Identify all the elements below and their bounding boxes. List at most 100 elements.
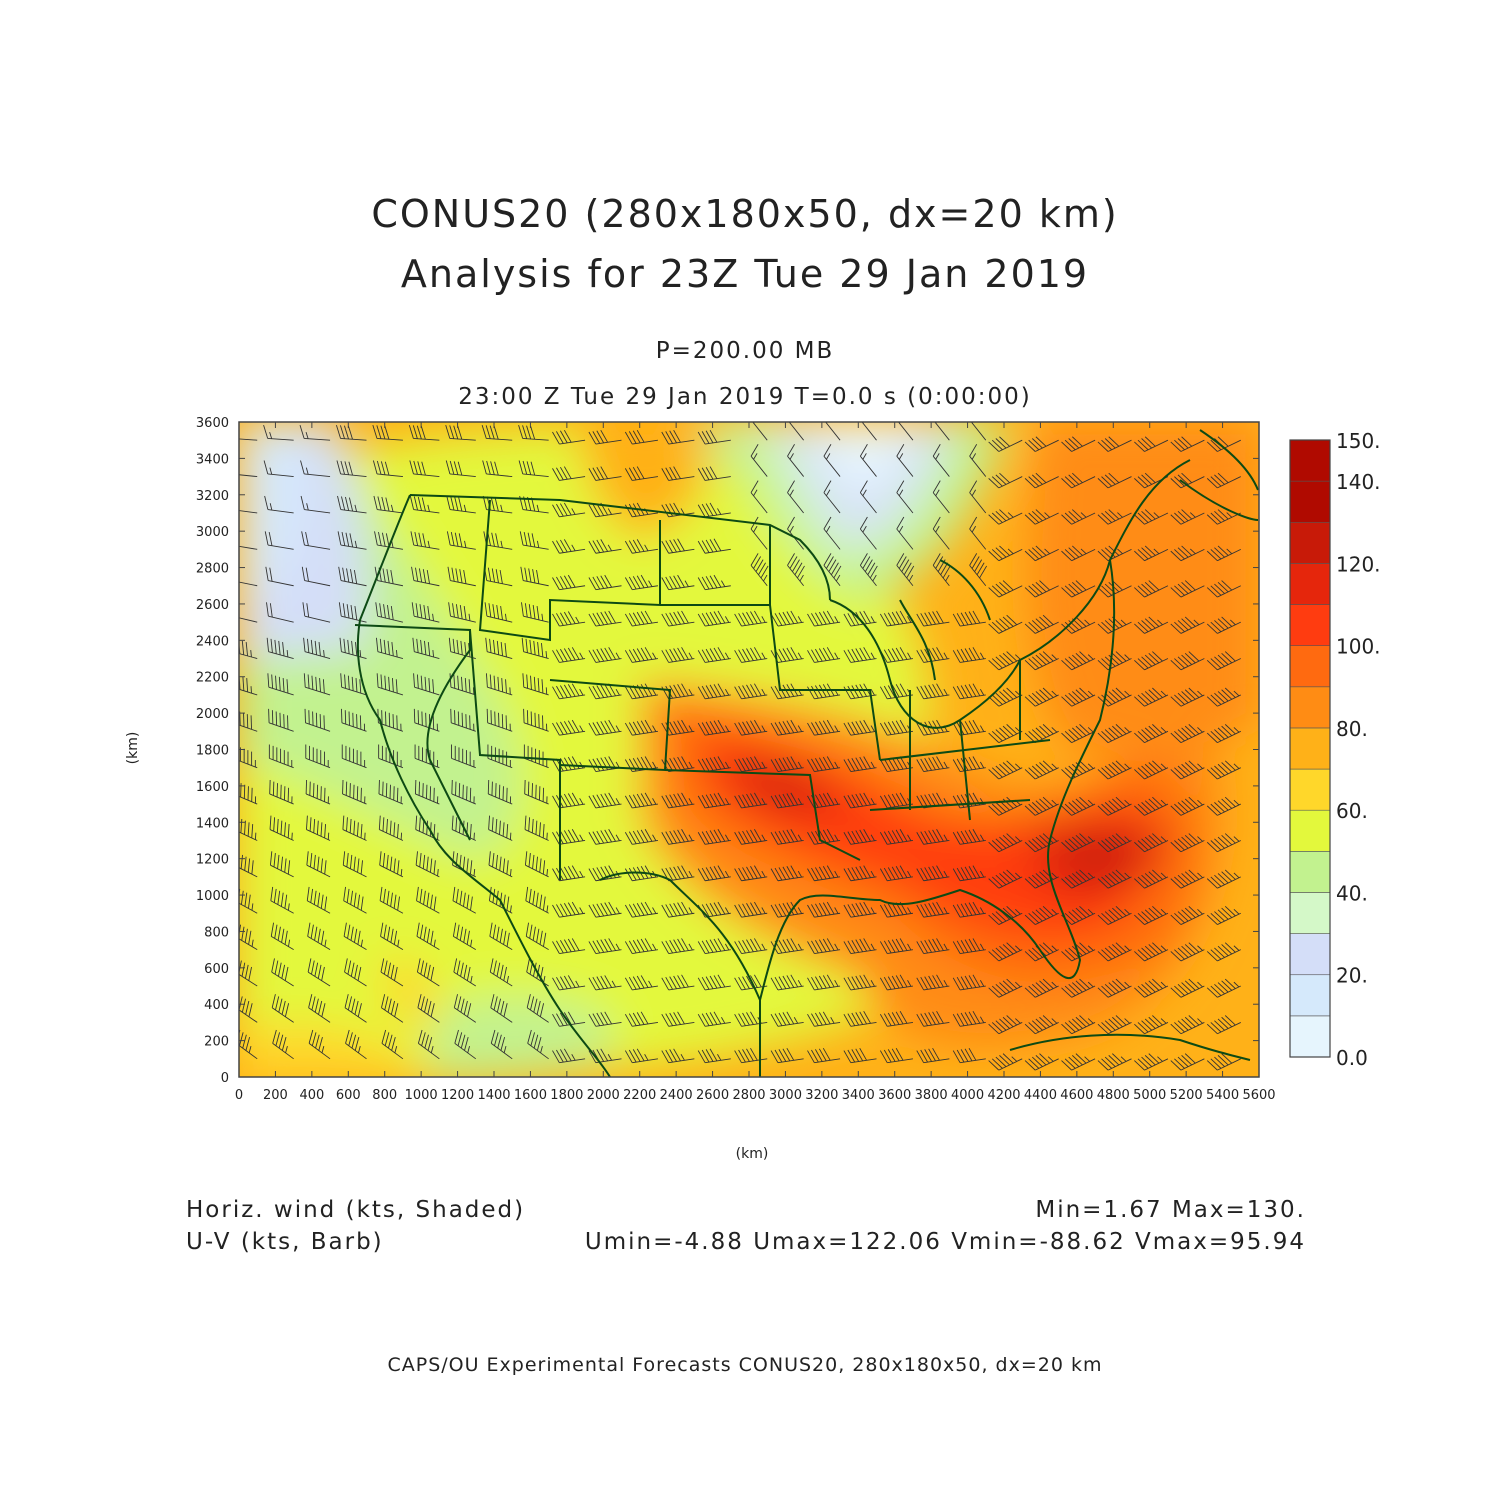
wind-barb bbox=[823, 553, 842, 587]
wind-barb bbox=[1097, 906, 1132, 925]
wind-barb bbox=[411, 602, 440, 623]
wind-barb bbox=[1024, 614, 1059, 634]
y-tick-label: 200 bbox=[204, 1035, 229, 1050]
wind-barb bbox=[1134, 580, 1169, 598]
wind-barb bbox=[239, 545, 258, 550]
wind-barb bbox=[988, 436, 1023, 452]
wind-barb bbox=[588, 539, 622, 554]
y-tick-label: 2400 bbox=[196, 634, 229, 649]
wind-barb bbox=[552, 574, 586, 591]
wind-barb bbox=[450, 708, 476, 732]
wind-barb bbox=[697, 865, 731, 882]
wind-barb bbox=[372, 460, 403, 478]
wind-barb bbox=[239, 675, 258, 696]
wind-barb bbox=[1170, 1015, 1205, 1035]
wind-barb bbox=[624, 466, 658, 481]
wind-barb bbox=[525, 922, 549, 951]
wind-barb bbox=[1061, 436, 1096, 452]
wind-barb bbox=[624, 829, 658, 845]
wind-barb bbox=[916, 610, 950, 627]
wind-barb bbox=[661, 466, 695, 481]
wind-barb bbox=[1134, 545, 1169, 562]
wind-barb bbox=[1170, 906, 1205, 925]
colorbar-band bbox=[1289, 809, 1331, 852]
wind-barb bbox=[952, 974, 986, 991]
wind-barb bbox=[788, 422, 804, 441]
wind-barb bbox=[823, 443, 841, 477]
wind-barb bbox=[916, 1047, 950, 1064]
wind-barb bbox=[843, 756, 877, 773]
wind-barb bbox=[697, 756, 731, 773]
wind-barb bbox=[552, 1048, 586, 1064]
x-axis: 0 200 400 600 800 1000 1200 1400 1600 1800 2000 220… bbox=[235, 422, 1276, 1103]
wind-barb bbox=[807, 792, 841, 809]
x-tick-label: 2600 bbox=[696, 1088, 729, 1103]
wind-barb bbox=[447, 566, 476, 587]
wind-barb bbox=[1024, 833, 1059, 853]
wind-barb bbox=[303, 673, 331, 696]
wind-barb bbox=[588, 429, 622, 445]
wind-barb bbox=[272, 1029, 294, 1060]
wind-barb bbox=[378, 780, 404, 805]
wind-barb bbox=[879, 1010, 913, 1027]
wind-barb bbox=[1170, 436, 1205, 452]
wind-barb bbox=[552, 683, 586, 700]
chart-title: CONUS20 (280x180x50, dx=20 km) bbox=[371, 192, 1119, 236]
wind-barb bbox=[988, 942, 1023, 962]
wind-barb bbox=[1170, 651, 1205, 671]
wind-barb bbox=[1206, 942, 1241, 962]
wind-barb bbox=[988, 509, 1023, 525]
speed-stats: Min=1.67 Max=130. bbox=[1035, 1197, 1306, 1223]
wind-barb bbox=[624, 574, 658, 591]
x-tick-label: 1600 bbox=[514, 1088, 547, 1103]
wind-barb bbox=[697, 429, 731, 445]
wind-barb bbox=[879, 792, 913, 809]
wind-barb bbox=[239, 818, 258, 841]
wind-barb bbox=[307, 922, 331, 951]
wind-barb bbox=[934, 422, 950, 441]
wind-barb bbox=[843, 901, 877, 918]
wind-barb bbox=[342, 815, 367, 841]
wind-barb bbox=[552, 1011, 586, 1027]
wind-barb bbox=[988, 687, 1023, 707]
wind-barb bbox=[952, 1047, 986, 1064]
wind-barb bbox=[734, 610, 768, 627]
wind-barb bbox=[896, 480, 914, 514]
wind-barb bbox=[375, 602, 404, 623]
wind-barb bbox=[1061, 580, 1096, 598]
wind-barb bbox=[1097, 436, 1132, 452]
wind-barb bbox=[264, 531, 294, 550]
wind-barb bbox=[897, 422, 914, 441]
wind-barb bbox=[1206, 580, 1241, 598]
wind-barb bbox=[1024, 580, 1059, 598]
wind-barb bbox=[787, 480, 804, 514]
wind-barb bbox=[1134, 833, 1169, 853]
wind-barb bbox=[410, 531, 440, 550]
wind-barb bbox=[525, 886, 549, 914]
wind-barb bbox=[988, 1053, 1023, 1071]
y-tick-label: 400 bbox=[204, 998, 229, 1013]
wind-barb bbox=[1061, 869, 1096, 889]
wind-barb bbox=[952, 647, 986, 663]
wind-barb bbox=[1134, 978, 1169, 998]
wind-barb bbox=[521, 637, 549, 659]
wind-barbs bbox=[239, 422, 1241, 1071]
wind-barb bbox=[843, 647, 877, 663]
wind-barb bbox=[451, 780, 476, 805]
wind-barb bbox=[340, 673, 367, 696]
us-east-gulf-coast bbox=[758, 559, 1116, 1077]
wind-barb bbox=[1134, 724, 1169, 744]
wind-barb bbox=[271, 994, 294, 1023]
wind-barb bbox=[787, 516, 804, 550]
wind-barb bbox=[697, 502, 731, 518]
wind-barb bbox=[448, 602, 476, 623]
wind-barb bbox=[379, 886, 404, 914]
wind-barb bbox=[859, 480, 877, 514]
wind-barb bbox=[661, 574, 695, 591]
wind-barb bbox=[988, 978, 1023, 998]
wind-barb bbox=[416, 886, 440, 914]
y-tick-label: 0 bbox=[221, 1071, 229, 1086]
wind-barb bbox=[381, 1029, 404, 1060]
wind-barb bbox=[697, 466, 731, 481]
wind-barb bbox=[1206, 651, 1241, 671]
